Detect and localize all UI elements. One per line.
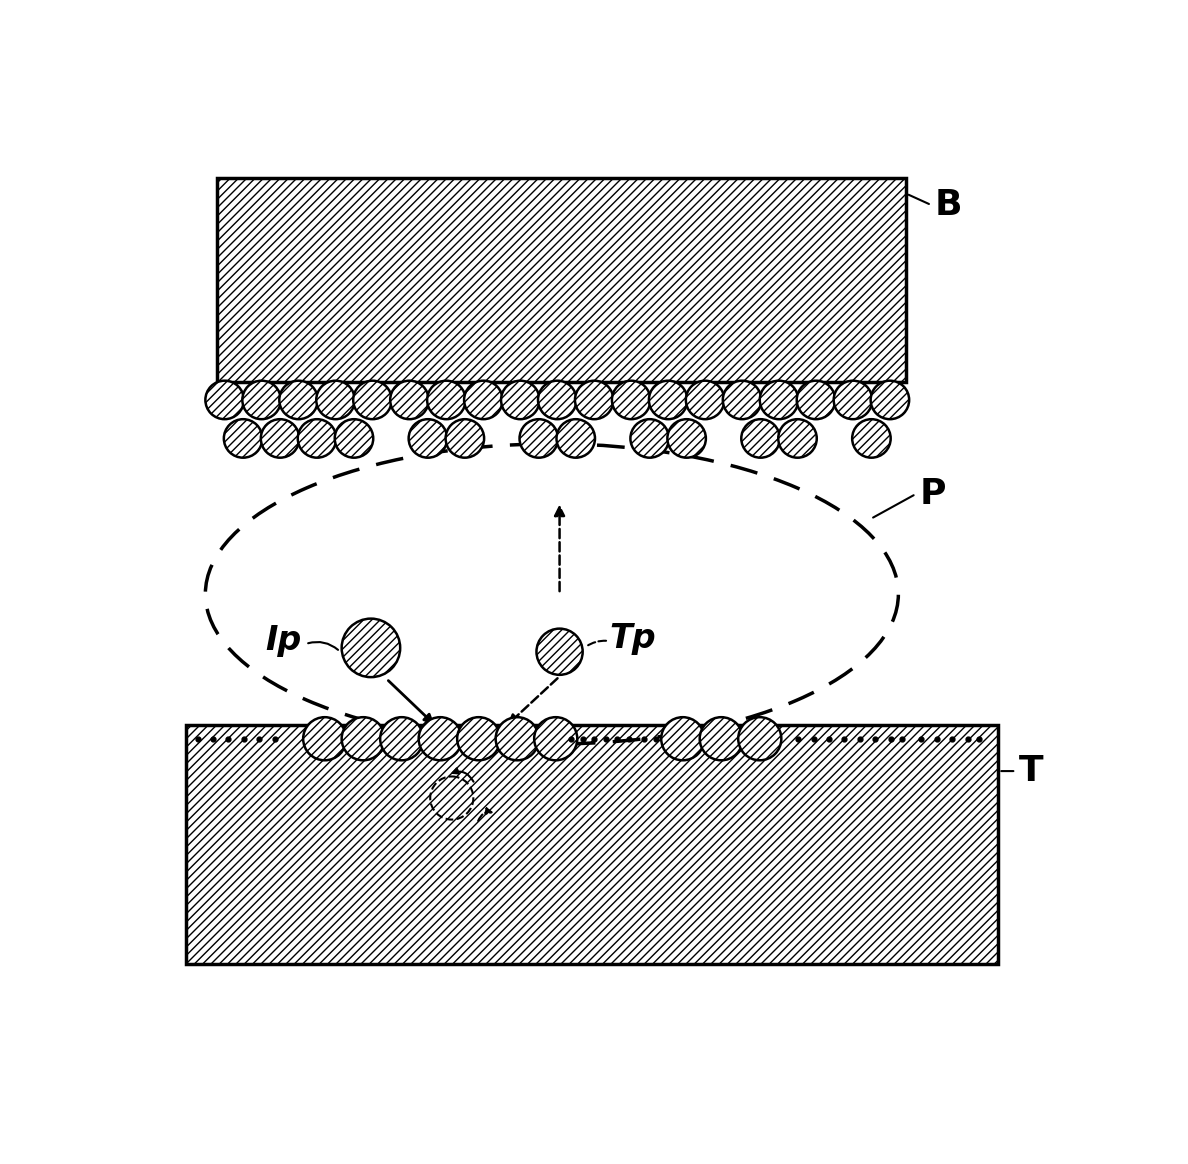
- Circle shape: [649, 381, 688, 419]
- Circle shape: [261, 419, 299, 457]
- Circle shape: [223, 419, 263, 457]
- Circle shape: [537, 629, 582, 675]
- Circle shape: [612, 381, 651, 419]
- Circle shape: [465, 381, 503, 419]
- Circle shape: [662, 717, 704, 760]
- Circle shape: [852, 419, 891, 457]
- Circle shape: [722, 381, 762, 419]
- Circle shape: [353, 381, 392, 419]
- Circle shape: [390, 381, 429, 419]
- Circle shape: [834, 381, 872, 419]
- Circle shape: [457, 717, 500, 760]
- Text: Tp: Tp: [609, 622, 656, 655]
- Circle shape: [428, 381, 466, 419]
- Circle shape: [495, 717, 539, 760]
- Circle shape: [316, 381, 355, 419]
- Circle shape: [535, 717, 577, 760]
- Circle shape: [519, 419, 558, 457]
- Circle shape: [797, 381, 835, 419]
- Circle shape: [342, 717, 385, 760]
- Circle shape: [409, 419, 447, 457]
- Circle shape: [738, 717, 782, 760]
- Circle shape: [871, 381, 909, 419]
- Circle shape: [380, 717, 423, 760]
- Circle shape: [298, 419, 336, 457]
- Circle shape: [501, 381, 539, 419]
- Circle shape: [342, 618, 400, 677]
- Circle shape: [279, 381, 317, 419]
- Circle shape: [446, 419, 485, 457]
- Circle shape: [335, 419, 373, 457]
- Circle shape: [575, 381, 613, 419]
- Bar: [217, 178, 906, 382]
- Circle shape: [760, 381, 798, 419]
- Circle shape: [538, 381, 576, 419]
- Circle shape: [631, 419, 669, 457]
- Circle shape: [206, 381, 244, 419]
- Circle shape: [556, 419, 595, 457]
- Circle shape: [242, 381, 280, 419]
- Circle shape: [685, 381, 725, 419]
- Circle shape: [741, 419, 779, 457]
- Text: P: P: [920, 477, 946, 511]
- Circle shape: [778, 419, 817, 457]
- Circle shape: [700, 717, 742, 760]
- Bar: [187, 725, 998, 964]
- Circle shape: [668, 419, 706, 457]
- Circle shape: [418, 717, 462, 760]
- Text: Ip: Ip: [265, 624, 302, 656]
- Text: B: B: [935, 189, 962, 222]
- Text: T: T: [1019, 754, 1044, 788]
- Circle shape: [303, 717, 346, 760]
